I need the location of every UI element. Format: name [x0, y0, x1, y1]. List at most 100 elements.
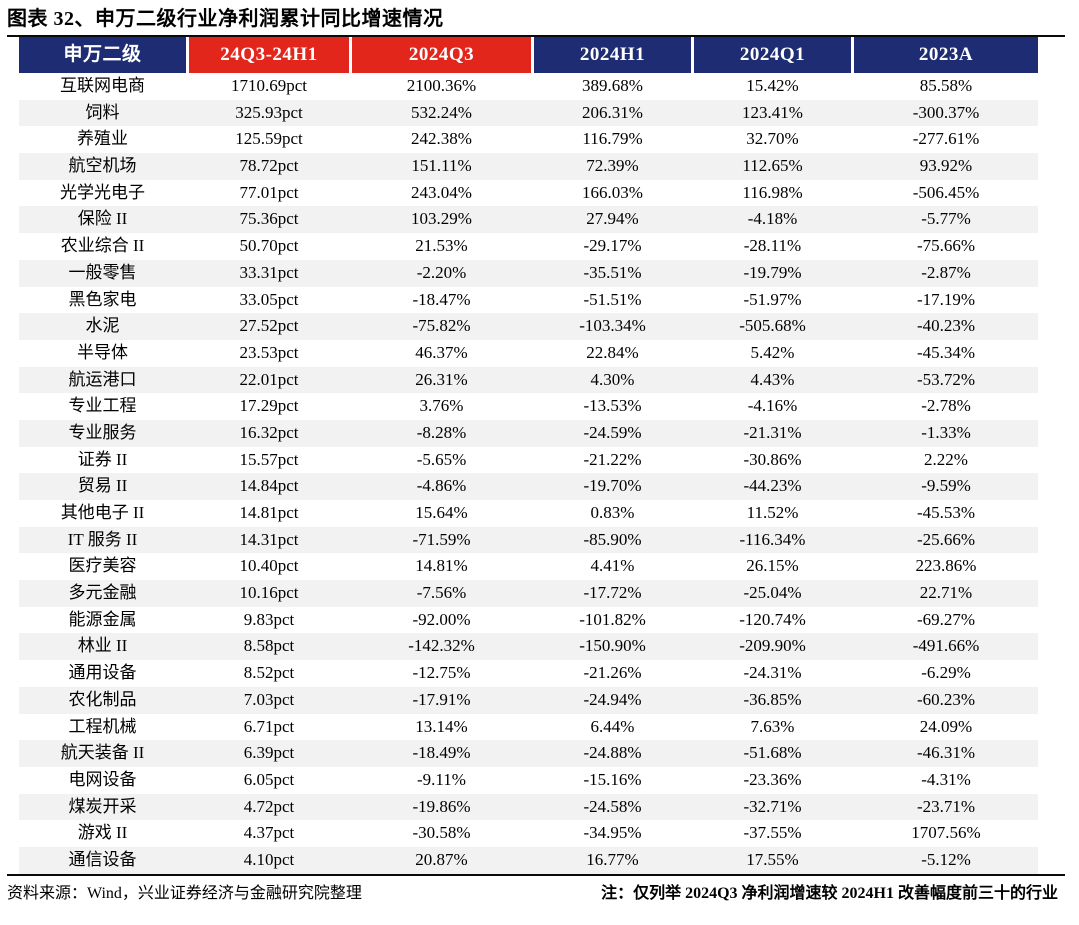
column-header-1: 24Q3-24H1	[189, 37, 349, 73]
value-cell: -24.88%	[583, 743, 642, 763]
value-cell: -4.31%	[921, 769, 971, 789]
value-cell: 32.70%	[746, 129, 799, 149]
value-cell: -491.66%	[912, 636, 980, 656]
value-cell: 1707.56%	[911, 823, 981, 843]
value-cell: -37.55%	[743, 823, 802, 843]
value-cell: -45.34%	[916, 342, 976, 362]
value-cell: 4.41%	[590, 556, 635, 576]
table-row: 游戏 II 4.37pct -30.58% -34.95% -37.55% 1707.56…	[19, 820, 1038, 847]
value-cell: 6.39pct	[243, 743, 295, 763]
value-cell: 75.36pct	[239, 209, 299, 229]
value-cell: 123.41%	[742, 102, 803, 122]
value-cell: 78.72pct	[239, 156, 299, 176]
value-cell: -4.16%	[747, 396, 798, 416]
value-cell: 7.63%	[750, 716, 795, 736]
value-cell: 10.16pct	[239, 583, 299, 603]
value-cell: -17.72%	[583, 583, 642, 603]
value-cell: -30.58%	[412, 823, 471, 843]
value-cell: -150.90%	[579, 636, 646, 656]
value-cell: 3.76%	[419, 396, 464, 416]
value-cell: -92.00%	[412, 609, 471, 629]
value-cell: -7.56%	[416, 583, 467, 603]
table-row: 专业服务 16.32pct -8.28% -24.59% -21.31% -1.33%	[19, 419, 1038, 447]
value-cell: -25.66%	[916, 529, 976, 549]
industry-name: 航空机场	[68, 156, 137, 176]
value-cell: -24.31%	[743, 663, 802, 683]
industry-name: 贸易 II	[77, 476, 128, 496]
value-cell: -505.68%	[739, 316, 806, 336]
column-header-0: 申万二级	[19, 37, 186, 73]
value-cell: -46.31%	[916, 743, 976, 763]
column-header-2: 2024Q3	[352, 37, 531, 73]
value-cell: -142.32%	[408, 636, 475, 656]
table-row: 航运港口 22.01pct 26.31% 4.30% 4.43% -53.72%	[19, 366, 1038, 394]
value-cell: 1710.69pct	[230, 76, 308, 95]
value-cell: 243.04%	[411, 182, 472, 202]
value-cell: -85.90%	[583, 529, 642, 549]
value-cell: -4.18%	[747, 209, 798, 229]
value-cell: -12.75%	[412, 663, 471, 683]
table-row: 黑色家电 33.05pct -18.47% -51.51% -51.97% -17.19%	[19, 286, 1038, 314]
value-cell: 15.64%	[415, 503, 468, 522]
column-header-4: 2024Q1	[694, 37, 851, 73]
value-cell: -25.04%	[743, 583, 802, 603]
value-cell: -53.72%	[916, 369, 976, 389]
value-cell: -21.22%	[583, 449, 642, 469]
table-row: 光学光电子 77.01pct 243.04% 166.03% 116.98% -506.4…	[19, 179, 1038, 207]
value-cell: -71.59%	[412, 529, 471, 549]
value-cell: 13.14%	[415, 716, 468, 736]
industry-name: 水泥	[85, 316, 120, 336]
value-cell: 103.29%	[411, 209, 472, 229]
industry-name: 农化制品	[68, 689, 137, 709]
table-row: 保险 II 75.36pct 103.29% 27.94% -4.18% -5.77%	[19, 206, 1038, 234]
value-cell: 50.70pct	[239, 236, 299, 256]
value-cell: 14.81%	[415, 556, 468, 576]
value-cell: -75.82%	[412, 316, 471, 336]
value-cell: -36.85%	[743, 689, 802, 709]
value-cell: 27.94%	[586, 209, 639, 229]
value-cell: 4.30%	[590, 369, 635, 389]
table-row: 医疗美容 10.40pct 14.81% 4.41% 26.15% 223.86%	[19, 553, 1038, 581]
industry-name: 航天装备 II	[60, 743, 145, 763]
table-row: 能源金属 9.83pct -92.00% -101.82% -120.74% -69.27…	[19, 606, 1038, 634]
industry-name: 证券 II	[77, 449, 128, 469]
industry-name: 黑色家电	[68, 289, 137, 309]
table-row: 多元金融 10.16pct -7.56% -17.72% -25.04% 22.71%	[19, 580, 1038, 607]
value-cell: -209.90%	[739, 636, 806, 656]
table-header-row: 申万二级 24Q3-24H1 2024Q3 2024H1 2024Q1 2023A	[19, 37, 1038, 73]
value-cell: -23.71%	[916, 796, 976, 816]
value-cell: -120.74%	[739, 609, 806, 629]
value-cell: 223.86%	[915, 556, 977, 576]
table-row: IT 服务 II 14.31pct -71.59% -85.90% -116.34% -2…	[19, 526, 1038, 554]
industry-growth-table: 申万二级 24Q3-24H1 2024Q3 2024H1 2024Q1 2023A 互联网…	[19, 37, 1038, 874]
table-row: 航空机场 78.72pct 151.11% 72.39% 112.65% 93.92%	[19, 153, 1038, 180]
value-cell: -17.91%	[412, 689, 471, 709]
value-cell: 2100.36%	[406, 76, 477, 95]
value-cell: 33.05pct	[239, 289, 299, 309]
value-cell: 15.42%	[746, 76, 799, 95]
value-cell: -24.58%	[583, 796, 642, 816]
value-cell: -19.79%	[743, 262, 802, 282]
value-cell: -506.45%	[912, 182, 980, 202]
value-cell: 2.22%	[924, 449, 968, 469]
industry-name: 农业综合 II	[60, 236, 145, 256]
figure-title: 图表 32、申万二级行业净利润累计同比增速情况	[7, 8, 444, 30]
value-cell: 26.15%	[746, 556, 799, 576]
industry-name: 饲料	[85, 102, 120, 122]
value-cell: 8.52pct	[243, 663, 295, 683]
value-cell: -5.12%	[921, 849, 971, 869]
table-bottom-rule	[7, 873, 1065, 876]
value-cell: 22.71%	[919, 583, 973, 603]
value-cell: -21.31%	[743, 422, 802, 442]
industry-name: 专业工程	[68, 396, 137, 416]
value-cell: -29.17%	[583, 236, 642, 256]
value-cell: 112.65%	[742, 156, 803, 176]
value-cell: 325.93pct	[235, 102, 303, 122]
value-cell: 21.53%	[415, 236, 468, 256]
value-cell: 389.68%	[582, 76, 643, 95]
value-cell: -13.53%	[583, 396, 642, 416]
value-cell: 4.10pct	[243, 849, 295, 869]
value-cell: 22.84%	[586, 342, 639, 362]
value-cell: -44.23%	[743, 476, 802, 496]
value-cell: 85.58%	[919, 76, 973, 95]
